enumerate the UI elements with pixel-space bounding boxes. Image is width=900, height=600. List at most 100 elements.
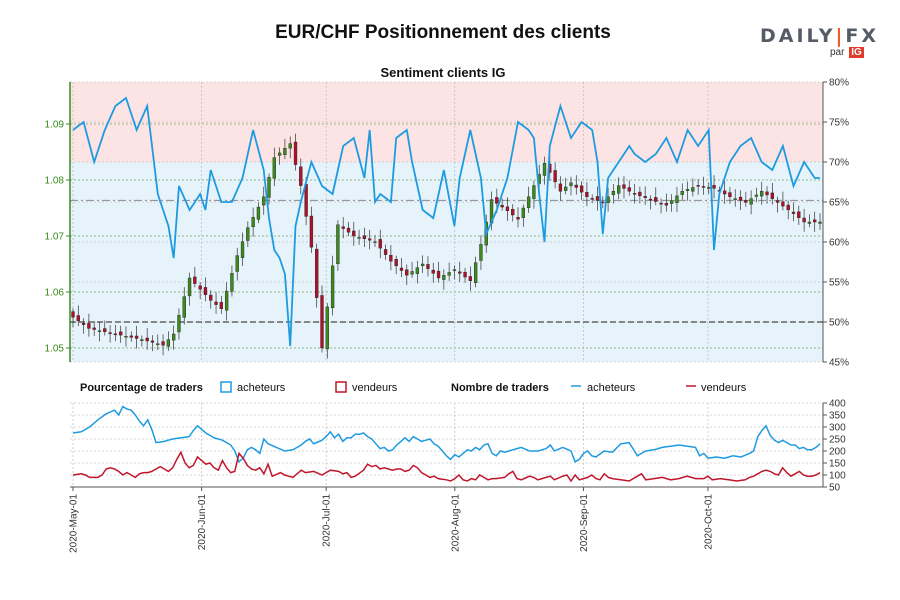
candle-body [532,185,536,199]
price-tick-label: 1.05 [45,344,65,355]
candle-body [140,339,144,341]
candle-body [722,190,727,195]
candle-body [442,275,446,280]
candle-body [368,238,372,241]
candle-body [235,255,239,272]
candle-body [76,315,80,322]
count-tick-label: 100 [829,471,846,482]
candle-body [283,148,287,155]
sellers-count-line [72,450,821,483]
price-axis-ticks: 1.05 1.06 1.07 1.08 1.09 [45,120,70,355]
count-tick-label: 300 [829,423,846,434]
pct-tick-label: 65% [829,198,849,209]
candle-body [659,202,663,205]
candle-body [415,267,420,274]
candle-body [463,271,467,278]
date-tick-label: 2020-Oct-01 [703,494,714,550]
dailyfx-logo[interactable]: DAILY|FX par IG [760,25,876,65]
candle-body [182,296,186,318]
candle-body [754,194,759,197]
candle-body [505,206,510,212]
candle-body [113,333,118,336]
candle-body [405,269,409,276]
candle-body [394,259,398,267]
candle-body [818,221,822,224]
candle-body [770,192,774,199]
candle-body [346,227,351,233]
candle-body [172,333,176,341]
pct-tick-label: 75% [829,118,849,129]
candle-body [516,217,520,220]
candle-body [670,200,674,204]
candle-body [574,184,578,188]
candle-body [92,327,96,330]
candle-body [601,201,605,204]
date-tick-label: 2020-Jun-01 [197,494,208,551]
candle-body [786,204,790,211]
candle-body [468,276,472,282]
count-tick-label: 400 [829,399,846,410]
candle-body [309,215,314,248]
candle-body [166,339,171,347]
candle-body [680,190,684,195]
legend-pct-sellers: vendeurs [352,382,398,394]
candle-body [436,270,441,279]
count-tick-label: 350 [829,411,846,422]
ig-logo: IG [849,47,864,58]
candle-body [272,157,276,179]
candle-body [458,271,462,274]
candle-body [585,192,589,198]
candle-body [479,244,483,261]
candle-body [643,196,647,198]
candle-body [325,306,329,350]
candle-body [712,185,716,189]
candle-body [569,182,573,186]
date-axis-ticks: 2020-May-01 2020-Jun-01 2020-Jul-01 2020-Au… [69,487,714,553]
candle-body [246,227,250,241]
candle-body [638,191,642,197]
candle-body [389,254,393,262]
candle-body [791,211,796,214]
pct-tick-label: 45% [829,358,849,369]
pct-tick-label: 80% [829,78,849,89]
candle-body [383,249,388,255]
candle-body [187,277,192,297]
candle-body [203,287,208,296]
buyers-percentage-line [72,96,820,347]
candle-body [87,323,91,329]
candle-body [760,190,764,197]
candle-body [251,217,255,228]
candle-body [807,221,812,224]
candle-body [198,285,202,290]
price-tick-label: 1.08 [45,176,65,187]
date-tick-label: 2020-Sep-01 [579,494,590,552]
candle-body [378,239,382,249]
candle-body [595,196,600,201]
candle-body [511,209,515,216]
candle-body [161,341,165,346]
legend-count-title: Nombre de traders [451,382,549,394]
candle-body [775,200,780,203]
legend-pct-title: Pourcentage de traders [80,382,203,394]
candle-body [473,262,478,284]
pct-axis-ticks: 45% 50% 55% 60% 65% 70% 75% 80% [823,78,849,369]
candle-body [124,336,128,338]
date-tick-label: 2020-Jul-01 [322,494,333,547]
candle-body [315,248,319,298]
candle-body [399,267,404,271]
chart-title: EUR/CHF Positionnement des clients [275,22,611,43]
candle-body [288,143,292,149]
candle-body [71,311,75,318]
candle-body [495,197,499,204]
candle-body [797,211,801,219]
candle-body [219,302,223,310]
price-tick-label: 1.07 [45,232,65,243]
count-tick-label: 200 [829,447,846,458]
legend-pct-buyers: acheteurs [237,382,286,394]
candle-body [134,335,139,339]
candle-body [299,166,303,186]
candle-body [177,315,181,333]
candle-body [341,226,345,229]
